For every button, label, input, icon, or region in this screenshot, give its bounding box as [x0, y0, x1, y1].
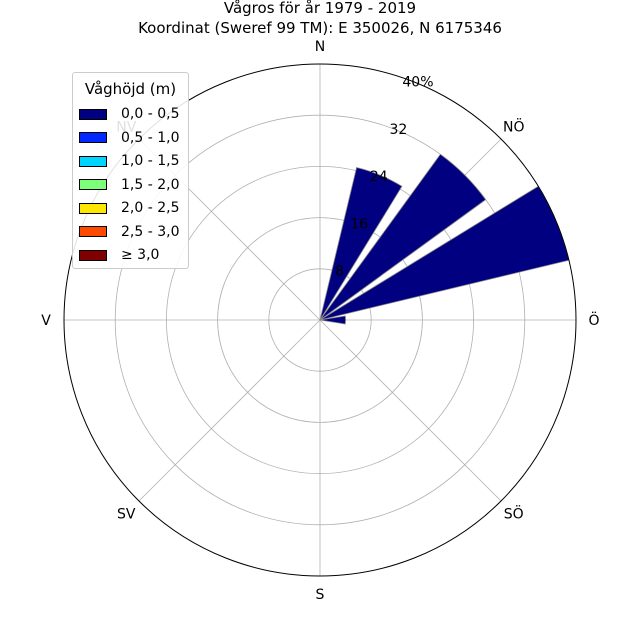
legend-label: 1,5 - 2,0: [121, 176, 180, 193]
wave-sector: [319, 315, 346, 325]
legend-swatch: [79, 249, 107, 261]
legend-label: 2,5 - 3,0: [121, 223, 180, 240]
radial-tick-label: 24: [370, 169, 388, 185]
radial-gridline: [217, 217, 423, 423]
legend-label: 2,0 - 2,5: [121, 200, 180, 216]
direction-label: N: [315, 39, 325, 55]
legend-swatch: [79, 226, 107, 237]
direction-label: NÖ: [503, 117, 525, 135]
legend-swatch: [79, 202, 107, 214]
legend-item: 1,0 - 1,5: [79, 152, 179, 170]
legend-swatch: [79, 155, 107, 167]
polar-outline: [63, 63, 577, 577]
wave-sector: [319, 167, 403, 321]
legend-item: 0,0 - 0,5: [79, 105, 179, 123]
angular-gridline: [138, 319, 321, 502]
radial-tick-label: 40%: [402, 74, 433, 90]
direction-label: S: [316, 587, 325, 603]
angular-gridline: [319, 319, 502, 502]
radial-tick-label: 32: [389, 122, 407, 138]
direction-label: SÖ: [504, 505, 524, 523]
legend-item: 2,0 - 2,5: [79, 199, 179, 217]
legend-item: ≥ 3,0: [79, 246, 159, 264]
legend-swatch: [79, 108, 107, 120]
legend-swatch: [79, 132, 107, 143]
radial-gridline: [114, 114, 526, 526]
wave-sector: [319, 153, 487, 321]
direction-label: SV: [117, 507, 136, 523]
radial-gridline: [165, 165, 475, 475]
direction-label: V: [41, 313, 51, 329]
legend-item: 0,5 - 1,0: [79, 129, 179, 147]
legend-item: 1,5 - 2,0: [79, 176, 179, 194]
legend-title: Våghöjd (m): [84, 80, 177, 98]
legend-label: 0,0 - 0,5: [121, 106, 180, 122]
radial-tick-label: 8: [335, 264, 344, 280]
radial-tick-label: 16: [350, 216, 368, 232]
radial-gridline: [268, 268, 372, 372]
chart-title: Vågros för år 1979 - 2019: [223, 0, 417, 17]
legend-label: 1,0 - 1,5: [121, 153, 180, 169]
legend-label: 0,5 - 1,0: [121, 129, 180, 146]
legend: Våghöjd (m) 0,0 - 0,5 0,5 - 1,0 1,0 - 1,5 1…: [72, 72, 189, 269]
legend-swatch: [79, 179, 107, 190]
legend-label: ≥ 3,0: [121, 247, 160, 263]
legend-item: 2,5 - 3,0: [79, 223, 179, 241]
direction-label: Ö: [588, 311, 599, 329]
chart-subtitle: Koordinat (Sweref 99 TM): E 350026, N 61…: [138, 19, 502, 37]
